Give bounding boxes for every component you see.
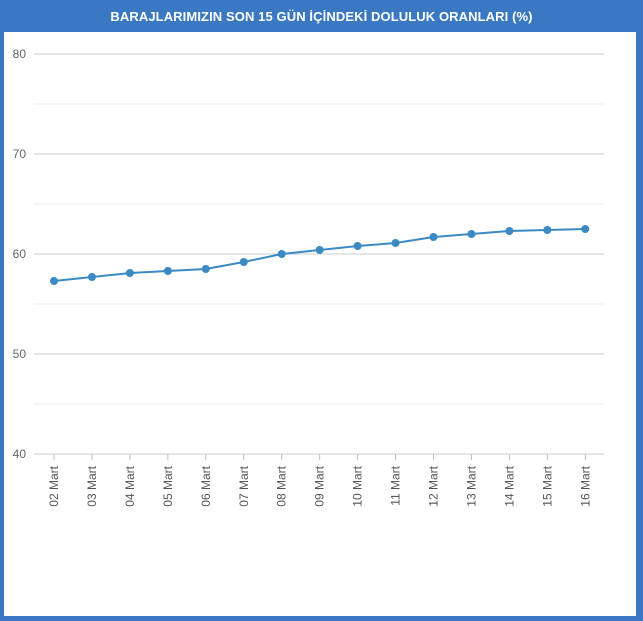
data-point [125,269,134,277]
x-tick-label: 15 Mart [540,465,554,506]
x-tick-label: 05 Mart [161,465,175,506]
x-tick-label: 08 Mart [275,465,289,506]
data-point [543,226,552,234]
x-tick-label: 04 Mart [123,465,137,506]
x-tick-label: 10 Mart [351,465,365,506]
data-point [50,277,58,285]
y-tick-label: 60 [13,247,27,261]
data-point [277,250,286,258]
data-point [505,227,514,235]
chart-title: BARAJLARIMIZIN SON 15 GÜN İÇİNDEKİ DOLUL… [110,8,533,24]
data-point [163,267,172,275]
data-point [467,230,476,238]
title-bar: BARAJLARIMIZIN SON 15 GÜN İÇİNDEKİ DOLUL… [0,0,643,32]
data-point [429,233,438,241]
data-point [581,225,590,233]
line-chart: 40 50 60 70 80 02 Mart 03 Mart 04 Mart 05 Mart 06… [13,47,604,507]
y-tick-label: 50 [13,347,27,361]
data-point [353,242,362,250]
x-tick-label: 03 Mart [85,465,99,506]
y-tick-label: 40 [13,447,27,461]
x-tick-label: 12 Mart [427,465,441,506]
x-tick-label: 14 Mart [502,465,516,506]
x-tick-label: 06 Mart [199,465,213,506]
x-tick-label: 02 Mart [47,465,61,506]
data-point [87,273,96,281]
chart-panel: 40 50 60 70 80 02 Mart 03 Mart 04 Mart 05 Mart 06… [4,32,636,616]
x-tick-label: 07 Mart [237,465,251,506]
y-tick-label: 80 [13,47,27,61]
data-point [315,246,324,254]
x-tick-label: 13 Mart [464,465,478,506]
x-tick-label: 16 Mart [578,465,592,506]
y-tick-label: 70 [13,147,27,161]
x-tick-label: 09 Mart [313,465,327,506]
x-tick-label: 11 Mart [389,465,403,505]
data-point [201,265,210,273]
data-point [239,258,248,266]
data-point [391,239,400,247]
